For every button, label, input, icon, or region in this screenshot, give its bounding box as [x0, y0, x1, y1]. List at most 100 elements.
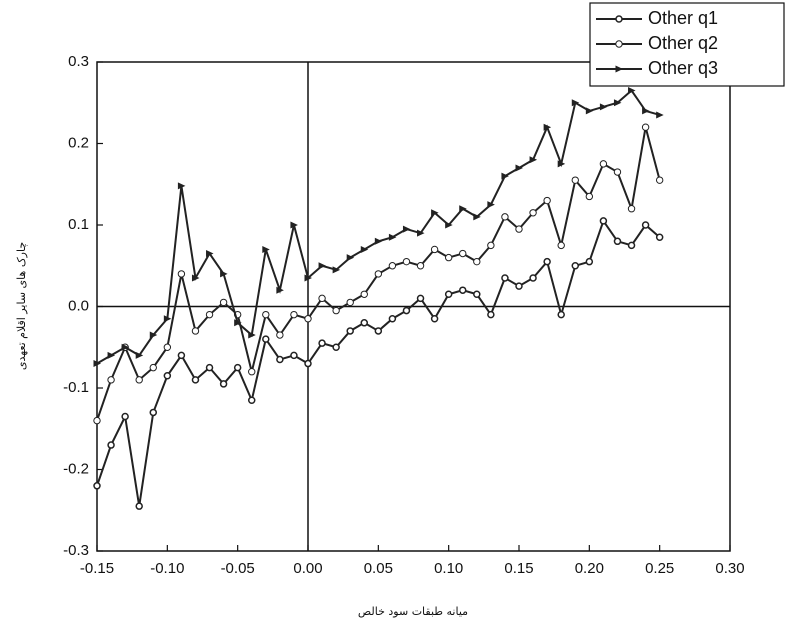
- point: [389, 263, 395, 269]
- point: [656, 111, 664, 118]
- legend-label: Other q3: [648, 58, 718, 78]
- point: [432, 316, 438, 322]
- point: [347, 328, 353, 334]
- point: [403, 308, 409, 314]
- point: [656, 177, 662, 183]
- point: [150, 409, 156, 415]
- point: [445, 254, 451, 260]
- point: [389, 316, 395, 322]
- y-axis-label: چارک های سایر اقلام تعهدی: [15, 242, 28, 370]
- point: [319, 262, 327, 269]
- point: [221, 381, 227, 387]
- point: [136, 377, 142, 383]
- point: [544, 259, 550, 265]
- point: [558, 242, 564, 248]
- point: [108, 442, 114, 448]
- point: [375, 328, 381, 334]
- point: [516, 283, 522, 289]
- point: [361, 291, 367, 297]
- point: [277, 356, 283, 362]
- x-tick-label: 0.30: [715, 560, 744, 577]
- point: [629, 242, 635, 248]
- x-tick-label: 0.25: [645, 560, 674, 577]
- point: [586, 193, 592, 199]
- point: [474, 291, 480, 297]
- point: [291, 352, 297, 358]
- point: [403, 258, 409, 264]
- point: [642, 107, 650, 114]
- point: [136, 503, 142, 509]
- point: [375, 238, 383, 245]
- point: [502, 214, 508, 220]
- point: [206, 311, 212, 317]
- x-tick-label: 0.20: [575, 560, 604, 577]
- y-tick-label: 0.1: [68, 216, 89, 233]
- point: [643, 222, 649, 228]
- point: [347, 299, 353, 305]
- point: [431, 246, 437, 252]
- point: [178, 352, 184, 358]
- legend-marker: [616, 41, 622, 47]
- legend-label: Other q2: [648, 33, 718, 53]
- point: [628, 206, 634, 212]
- point: [333, 307, 339, 313]
- point: [319, 340, 325, 346]
- point: [502, 275, 508, 281]
- y-tick-label: -0.3: [63, 542, 89, 559]
- point: [403, 226, 411, 233]
- legend-marker: [616, 16, 622, 22]
- point: [474, 258, 480, 264]
- page: میانه طبقات سود خالص چارک های سایر اقلام…: [0, 0, 789, 637]
- point: [164, 373, 170, 379]
- point: [488, 242, 494, 248]
- point: [657, 234, 663, 240]
- x-tick-label: -0.10: [150, 560, 184, 577]
- x-tick-label: 0.15: [504, 560, 533, 577]
- point: [614, 169, 620, 175]
- point: [277, 332, 283, 338]
- point: [305, 361, 311, 367]
- y-tick-label: 0.0: [68, 297, 89, 314]
- x-tick-label: -0.05: [221, 560, 255, 577]
- point: [460, 287, 466, 293]
- series-line: [97, 91, 660, 364]
- point: [164, 344, 170, 350]
- x-tick-label: 0.05: [364, 560, 393, 577]
- point: [178, 271, 184, 277]
- point: [319, 295, 325, 301]
- point: [192, 377, 198, 383]
- point: [375, 271, 381, 277]
- point: [572, 263, 578, 269]
- point: [249, 397, 255, 403]
- y-tick-label: -0.1: [63, 379, 89, 396]
- point: [600, 103, 608, 110]
- point: [530, 210, 536, 216]
- point: [558, 312, 564, 318]
- point: [516, 226, 522, 232]
- point: [235, 365, 241, 371]
- point: [530, 275, 536, 281]
- point: [94, 417, 100, 423]
- point: [544, 197, 550, 203]
- point: [94, 483, 100, 489]
- point: [220, 299, 226, 305]
- point: [192, 328, 198, 334]
- legend-label: Other q1: [648, 8, 718, 28]
- x-tick-label: 0.00: [293, 560, 322, 577]
- point: [305, 316, 311, 322]
- point: [572, 177, 578, 183]
- chart: میانه طبقات سود خالص چارک های سایر اقلام…: [0, 0, 789, 632]
- point: [333, 344, 339, 350]
- point: [291, 311, 297, 317]
- point: [614, 238, 620, 244]
- point: [207, 365, 213, 371]
- point: [150, 364, 156, 370]
- x-tick-label: -0.15: [80, 560, 114, 577]
- point: [122, 414, 128, 420]
- point: [460, 250, 466, 256]
- y-tick-label: -0.2: [63, 460, 89, 477]
- point: [417, 263, 423, 269]
- point: [249, 369, 255, 375]
- point: [263, 311, 269, 317]
- point: [586, 259, 592, 265]
